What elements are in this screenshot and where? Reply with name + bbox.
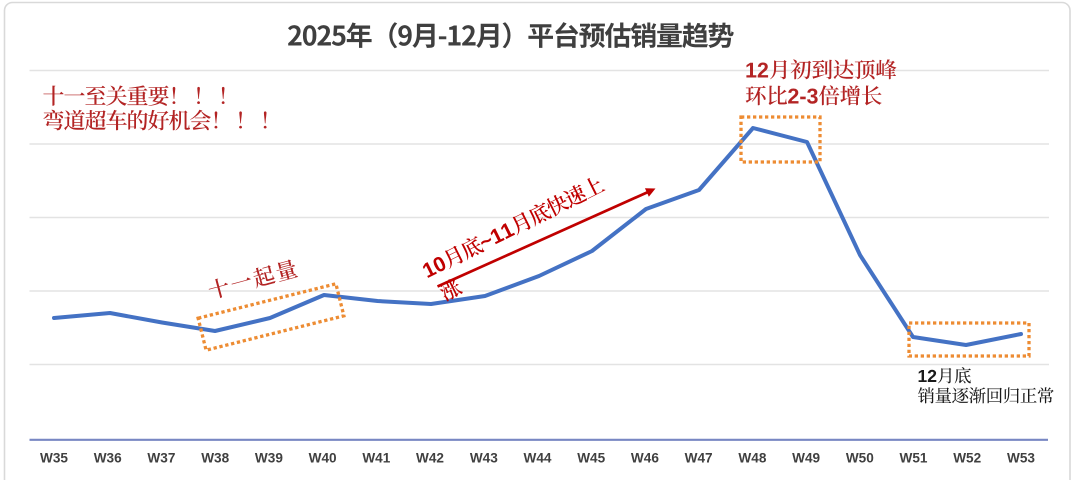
svg-text:W43: W43 (470, 451, 498, 466)
svg-text:W35: W35 (40, 451, 68, 466)
svg-text:W38: W38 (201, 451, 229, 466)
svg-text:W41: W41 (362, 451, 390, 466)
svg-text:W48: W48 (738, 451, 766, 466)
svg-text:W49: W49 (792, 451, 820, 466)
svg-text:W37: W37 (147, 451, 175, 466)
svg-text:W52: W52 (953, 451, 981, 466)
svg-text:W44: W44 (524, 451, 552, 466)
svg-text:W42: W42 (416, 451, 444, 466)
svg-text:W50: W50 (846, 451, 874, 466)
svg-text:W53: W53 (1007, 451, 1035, 466)
svg-text:W39: W39 (255, 451, 283, 466)
svg-text:W51: W51 (900, 451, 928, 466)
svg-text:W40: W40 (309, 451, 337, 466)
svg-text:W46: W46 (631, 451, 659, 466)
svg-text:W45: W45 (577, 451, 605, 466)
svg-text:W36: W36 (94, 451, 122, 466)
svg-text:W47: W47 (685, 451, 713, 466)
